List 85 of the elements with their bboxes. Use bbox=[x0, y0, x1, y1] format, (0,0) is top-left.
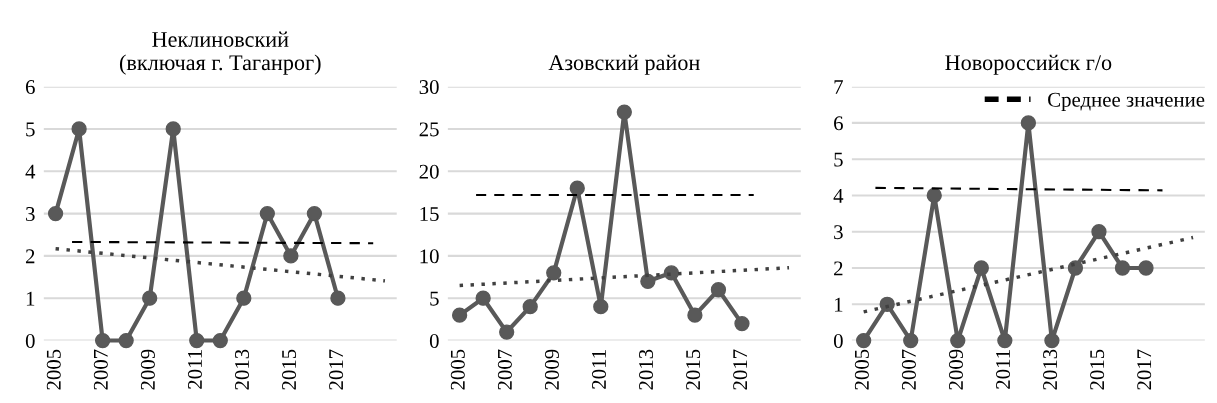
point bbox=[118, 332, 134, 349]
point bbox=[710, 282, 727, 298]
y-tick-label: 20 bbox=[419, 164, 439, 179]
x-tick-label: 2009 bbox=[948, 349, 963, 390]
point bbox=[1091, 224, 1107, 240]
point bbox=[499, 324, 515, 340]
point bbox=[997, 332, 1013, 349]
y-tick-label: 25 bbox=[419, 122, 439, 137]
point bbox=[879, 296, 895, 312]
chart-title: Неклиновский (включая г. Таганрог) bbox=[119, 31, 321, 75]
x-tick-label: 2015 bbox=[686, 349, 701, 390]
point bbox=[236, 290, 252, 306]
y-tick-label: 2 bbox=[834, 261, 843, 276]
x-tick-label: 2011 bbox=[187, 350, 202, 389]
x-tick-label: 2015 bbox=[282, 349, 297, 390]
y-tick-label: 7 bbox=[834, 80, 843, 94]
point bbox=[71, 121, 87, 137]
point bbox=[1044, 332, 1060, 349]
point bbox=[522, 299, 538, 315]
x-tick-label: 2013 bbox=[639, 349, 654, 390]
y-tick-label: 15 bbox=[420, 207, 439, 222]
x-tick-label: 2009 bbox=[544, 349, 559, 390]
point bbox=[306, 205, 323, 222]
x-tick-label: 2013 bbox=[234, 349, 250, 390]
point bbox=[734, 315, 750, 332]
point bbox=[856, 332, 872, 349]
point bbox=[475, 290, 491, 306]
y-tick-label: 10 bbox=[420, 249, 439, 264]
y-tick-label: 5 bbox=[26, 122, 35, 137]
y-tick-label: 4 bbox=[833, 188, 844, 203]
point bbox=[1138, 260, 1154, 276]
y-tick-label: 30 bbox=[419, 80, 439, 95]
y-tick-label: 3 bbox=[26, 207, 35, 222]
y-tick-label: 4 bbox=[25, 164, 36, 179]
x-tick-label: 2013 bbox=[1043, 349, 1058, 390]
point bbox=[593, 299, 609, 315]
point bbox=[616, 104, 632, 120]
point bbox=[142, 290, 158, 306]
y-tick-label: 3 bbox=[834, 225, 843, 240]
point bbox=[212, 332, 228, 349]
point bbox=[973, 260, 989, 276]
point bbox=[903, 332, 919, 349]
x-tick-label: 2017 bbox=[733, 349, 748, 390]
point bbox=[94, 332, 111, 349]
y-tick-label: 6 bbox=[25, 80, 35, 95]
x-tick-label: 2017 bbox=[1137, 349, 1152, 390]
point bbox=[189, 332, 205, 349]
chart-title: Азовский район bbox=[548, 54, 700, 75]
x-tick-label: 2011 bbox=[995, 350, 1011, 389]
y-tick-label: 1 bbox=[26, 291, 35, 306]
point bbox=[926, 187, 942, 204]
point bbox=[687, 307, 703, 323]
point bbox=[569, 180, 585, 196]
x-tick-label: 2009 bbox=[140, 349, 155, 390]
chart-title: Новороссийск г/о bbox=[945, 54, 1112, 75]
point bbox=[451, 307, 468, 323]
x-tick-label: 2007 bbox=[901, 349, 916, 390]
point bbox=[640, 273, 656, 289]
x-tick-label: 2011 bbox=[591, 350, 607, 389]
y-tick-label: 0 bbox=[25, 333, 35, 348]
point bbox=[259, 205, 275, 222]
point bbox=[330, 290, 346, 306]
point bbox=[283, 248, 299, 264]
legend-label: Среднее значение bbox=[1048, 92, 1205, 111]
x-tick-label: 2007 bbox=[497, 349, 512, 390]
x-tick-label: 2005 bbox=[854, 349, 869, 390]
point bbox=[1114, 260, 1131, 276]
y-tick-label: 0 bbox=[429, 333, 439, 348]
y-tick-label: 0 bbox=[833, 333, 843, 348]
point bbox=[165, 121, 181, 137]
y-tick-label: 5 bbox=[834, 152, 843, 167]
x-tick-label: 2017 bbox=[329, 349, 344, 390]
y-tick-label: 2 bbox=[25, 249, 35, 264]
y-tick-label: 1 bbox=[834, 297, 843, 312]
point bbox=[1020, 115, 1037, 131]
point bbox=[47, 205, 64, 222]
x-tick-label: 2007 bbox=[93, 349, 108, 390]
y-tick-label: 5 bbox=[430, 291, 439, 306]
point bbox=[546, 265, 562, 281]
point bbox=[950, 332, 966, 349]
x-tick-label: 2005 bbox=[46, 349, 61, 390]
point bbox=[1067, 260, 1084, 276]
x-tick-label: 2005 bbox=[450, 349, 465, 390]
x-tick-label: 2015 bbox=[1090, 349, 1105, 390]
y-tick-label: 6 bbox=[834, 116, 843, 131]
